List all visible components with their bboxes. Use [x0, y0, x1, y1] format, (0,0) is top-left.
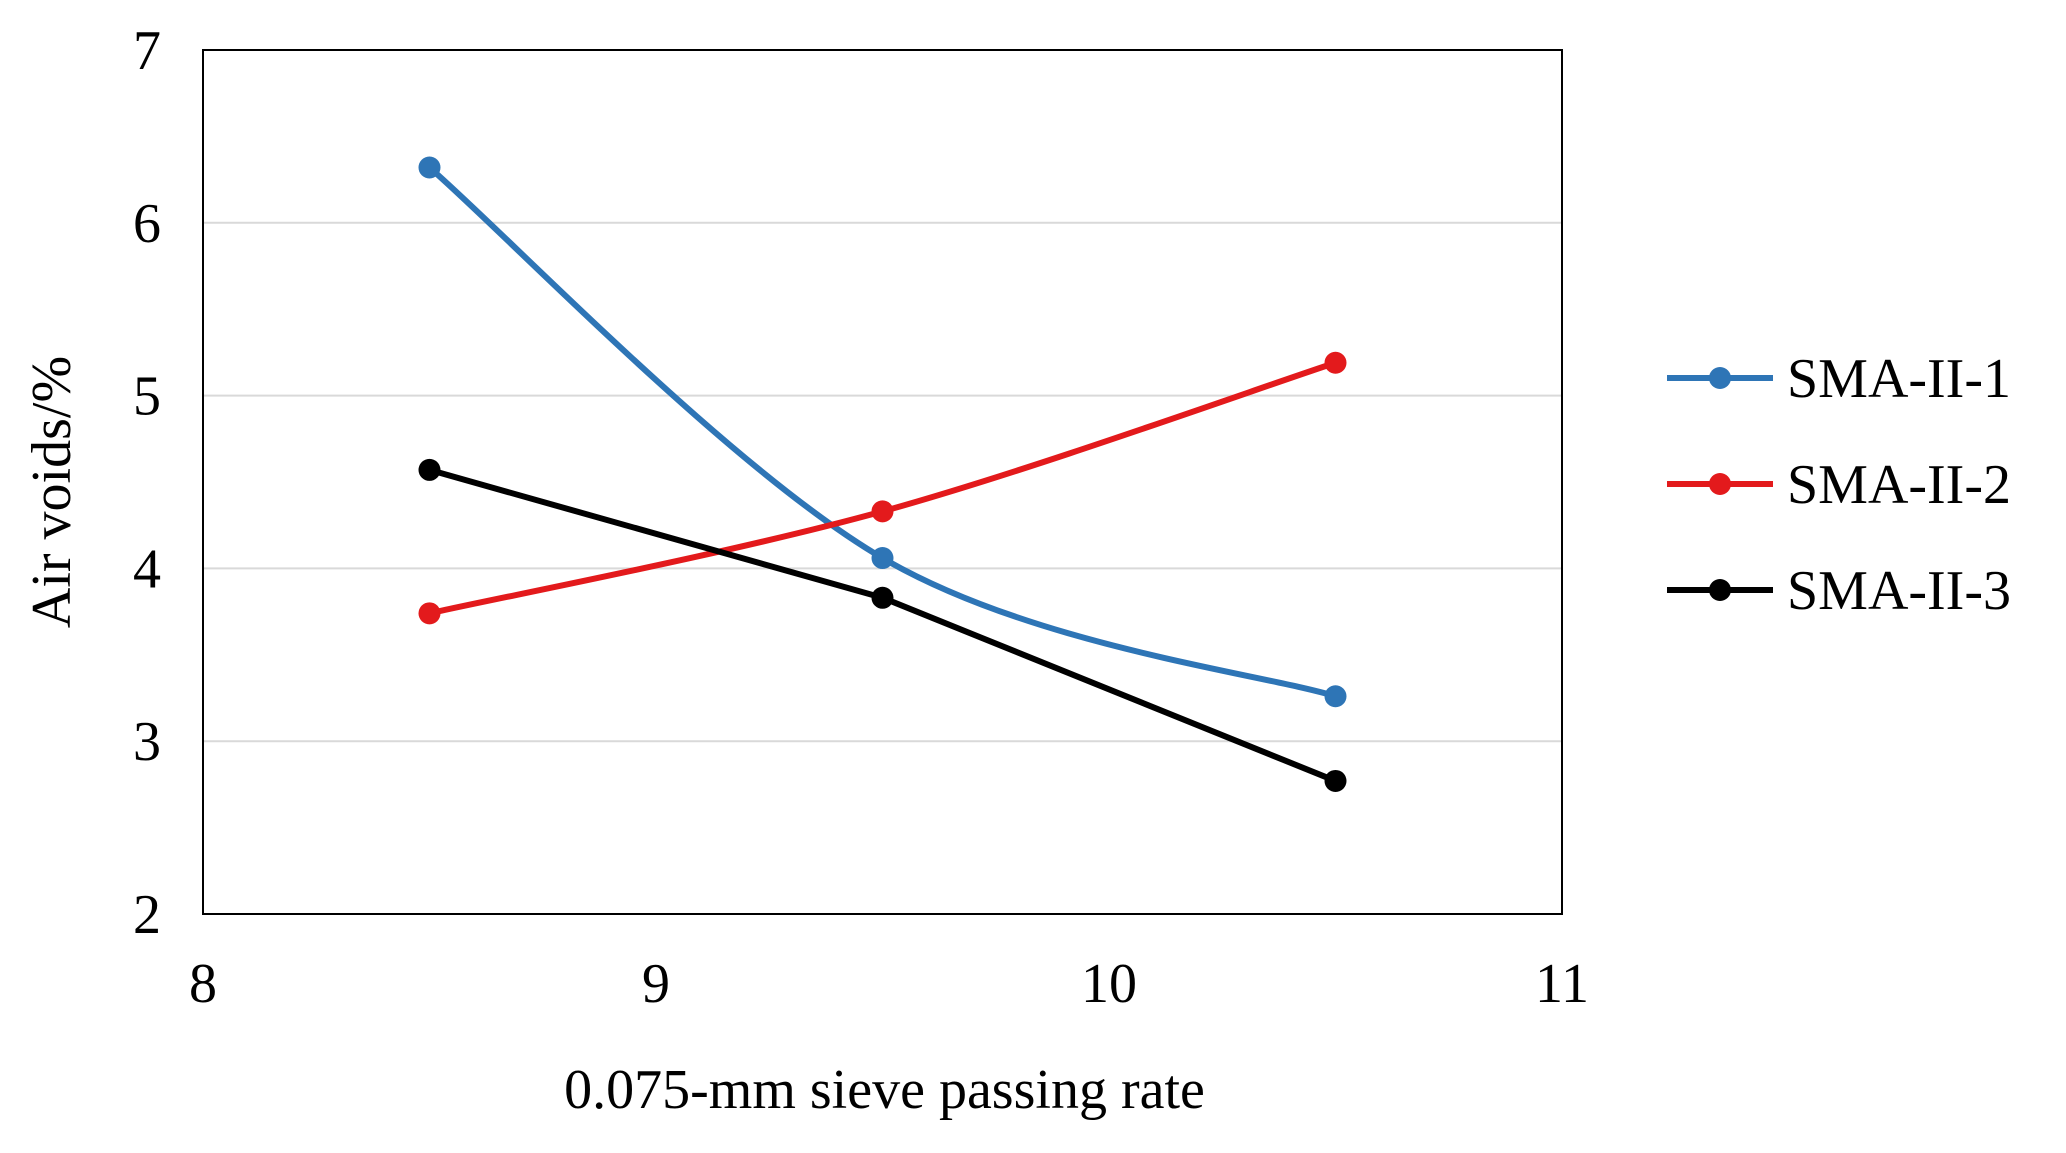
y-axis-label: Air voids/%	[21, 356, 83, 628]
series-line-sma-ii-1	[426, 164, 1339, 700]
y-tick-label: 5	[133, 366, 161, 428]
legend-label-sma-ii-1: SMA-II-1	[1787, 348, 2011, 410]
data-point-sma-ii-1	[1324, 685, 1347, 708]
series-points	[418, 156, 1347, 792]
y-tick-label: 6	[133, 193, 161, 255]
x-tick-label: 11	[1535, 953, 1589, 1015]
data-point-sma-ii-3	[1324, 769, 1347, 792]
data-point-sma-ii-2	[871, 500, 894, 523]
x-tick-label: 8	[189, 953, 217, 1015]
legend-label-sma-ii-3: SMA-II-3	[1787, 560, 2011, 622]
plot-area-frame	[202, 49, 1563, 915]
data-point-sma-ii-3	[871, 586, 894, 609]
data-point-sma-ii-1	[418, 156, 441, 179]
legend-marker-sma-ii-1	[1709, 367, 1731, 389]
data-point-sma-ii-2	[418, 602, 441, 625]
y-tick-label: 4	[133, 538, 161, 600]
legend-marker-sma-ii-2	[1709, 473, 1731, 495]
data-point-sma-ii-1	[871, 547, 894, 570]
y-tick-label: 3	[133, 711, 161, 773]
y-axis-ticks: 2 3 4 5 6 7	[133, 20, 161, 946]
series-lines	[426, 164, 1339, 784]
series-line-sma-ii-2	[426, 359, 1339, 617]
data-point-sma-ii-2	[1324, 351, 1347, 374]
y-tick-label: 7	[133, 20, 161, 82]
x-tick-label: 10	[1081, 953, 1137, 1015]
y-tick-label: 2	[133, 884, 161, 946]
legend: SMA-II-1 SMA-II-2 SMA-II-3	[1667, 348, 2011, 622]
gridlines	[203, 221, 1562, 743]
x-axis-label: 0.075-mm sieve passing rate	[564, 1059, 1205, 1121]
legend-marker-sma-ii-3	[1709, 579, 1731, 601]
data-point-sma-ii-3	[418, 458, 441, 481]
x-axis-ticks: 8 9 10 11	[189, 953, 1589, 1015]
legend-label-sma-ii-2: SMA-II-2	[1787, 454, 2011, 516]
x-tick-label: 9	[642, 953, 670, 1015]
